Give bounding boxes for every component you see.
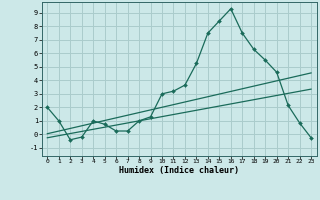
X-axis label: Humidex (Indice chaleur): Humidex (Indice chaleur) [119, 166, 239, 175]
